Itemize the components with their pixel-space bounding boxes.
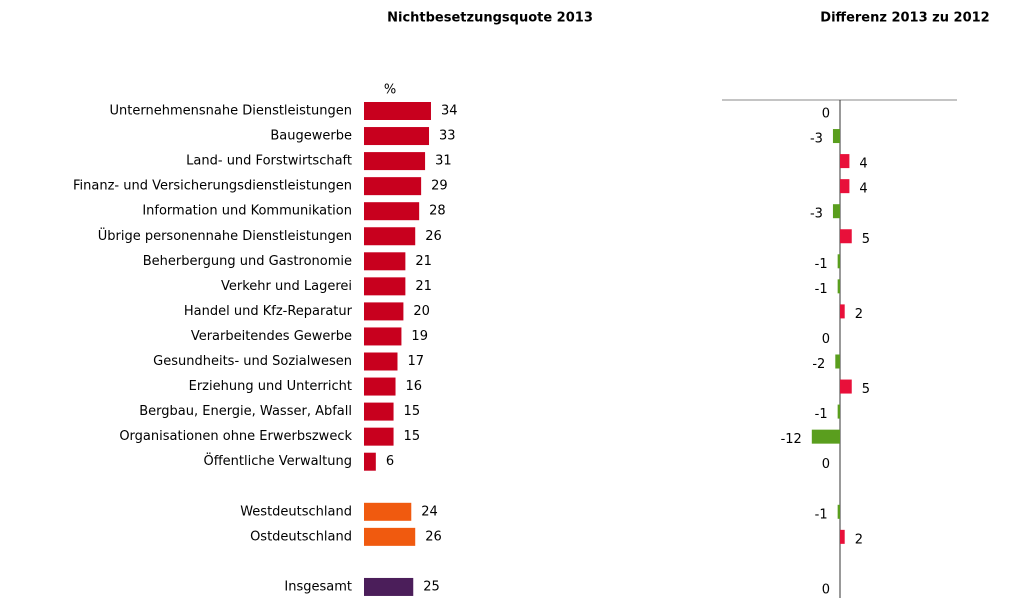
bar: [364, 177, 422, 196]
value-label: 24: [421, 504, 438, 519]
value-label: 17: [407, 354, 424, 369]
value-label: 0: [822, 457, 830, 472]
value-label: 0: [822, 332, 830, 347]
category-label: Beherbergung und Gastronomie: [143, 254, 352, 269]
value-label: 4: [859, 182, 867, 197]
chart-title: Differenz 2013 zu 2012: [820, 11, 989, 26]
value-label: 0: [822, 582, 830, 597]
category-label: Finanz- und Versicherungsdienstleistunge…: [73, 179, 352, 194]
value-label: 0: [822, 107, 830, 122]
value-label: 26: [425, 529, 442, 544]
category-label: Land- und Forstwirtschaft: [186, 154, 352, 169]
bar: [832, 129, 840, 144]
bar: [837, 404, 840, 419]
value-label: 25: [423, 579, 440, 594]
bar: [364, 577, 414, 596]
value-label: 6: [386, 454, 394, 469]
category-label: Verkehr und Lagerei: [221, 279, 352, 294]
value-label: 16: [406, 379, 423, 394]
chart-title: Nichtbesetzungsquote 2013: [387, 11, 593, 26]
value-label: 2: [855, 532, 863, 547]
bar: [840, 529, 845, 544]
value-label: 28: [429, 204, 446, 219]
bar: [835, 354, 840, 369]
value-label: 5: [862, 382, 870, 397]
bar: [840, 154, 850, 169]
bar: [832, 204, 840, 219]
value-label: -3: [810, 207, 823, 222]
bar: [364, 152, 426, 171]
value-label: -1: [815, 407, 828, 422]
value-label: -1: [815, 507, 828, 522]
value-label: 21: [415, 254, 432, 269]
category-label: Information und Kommunikation: [142, 204, 352, 219]
category-label: Übrige personennahe Dienstleistungen: [98, 227, 352, 244]
value-label: 15: [404, 429, 421, 444]
bar: [364, 202, 420, 221]
category-label: Handel und Kfz-Reparatur: [184, 304, 353, 319]
bar: [364, 427, 394, 446]
bar: [364, 352, 398, 371]
bar: [364, 127, 430, 146]
bar: [364, 502, 412, 521]
bar: [811, 429, 840, 444]
bar: [840, 179, 850, 194]
category-label: Westdeutschland: [240, 504, 352, 519]
category-label: Organisationen ohne Erwerbszweck: [119, 429, 352, 444]
value-label: 4: [859, 157, 867, 172]
bar: [840, 229, 852, 244]
category-label: Ostdeutschland: [250, 529, 352, 544]
bar: [840, 379, 852, 394]
category-label: Öffentliche Verwaltung: [203, 452, 352, 469]
category-label: Insgesamt: [284, 579, 352, 594]
value-label: 29: [431, 179, 448, 194]
bar: [364, 277, 406, 296]
bar: [364, 227, 416, 246]
bar: [837, 504, 840, 519]
bar: [364, 302, 404, 321]
bar: [364, 377, 396, 396]
value-label: 2: [855, 307, 863, 322]
category-label: Verarbeitendes Gewerbe: [191, 329, 352, 344]
category-label: Baugewerbe: [270, 129, 352, 144]
category-label: Gesundheits- und Sozialwesen: [153, 354, 352, 369]
category-label: Erziehung und Unterricht: [189, 379, 352, 394]
bar: [837, 279, 840, 294]
bar: [364, 102, 431, 120]
value-label: 5: [862, 232, 870, 247]
value-label: 15: [404, 404, 421, 419]
value-label: 34: [441, 104, 458, 119]
bar: [364, 327, 402, 346]
value-label: 19: [411, 329, 428, 344]
category-label: Unternehmensnahe Dienstleistungen: [110, 104, 352, 119]
value-label: 33: [439, 129, 456, 144]
unit-label: %: [384, 83, 396, 98]
bar: [364, 527, 416, 546]
value-label: 20: [413, 304, 430, 319]
bar: [837, 254, 840, 269]
bar: [840, 304, 845, 319]
bar: [364, 402, 394, 421]
category-label: Bergbau, Energie, Wasser, Abfall: [139, 404, 352, 419]
value-label: -1: [815, 282, 828, 297]
value-label: -1: [815, 257, 828, 272]
bar: [364, 252, 406, 271]
value-label: -12: [781, 432, 802, 447]
value-label: 31: [435, 154, 452, 169]
value-label: -3: [810, 132, 823, 147]
value-label: 21: [415, 279, 432, 294]
bar: [364, 452, 376, 471]
value-label: -2: [812, 357, 825, 372]
value-label: 26: [425, 229, 442, 244]
